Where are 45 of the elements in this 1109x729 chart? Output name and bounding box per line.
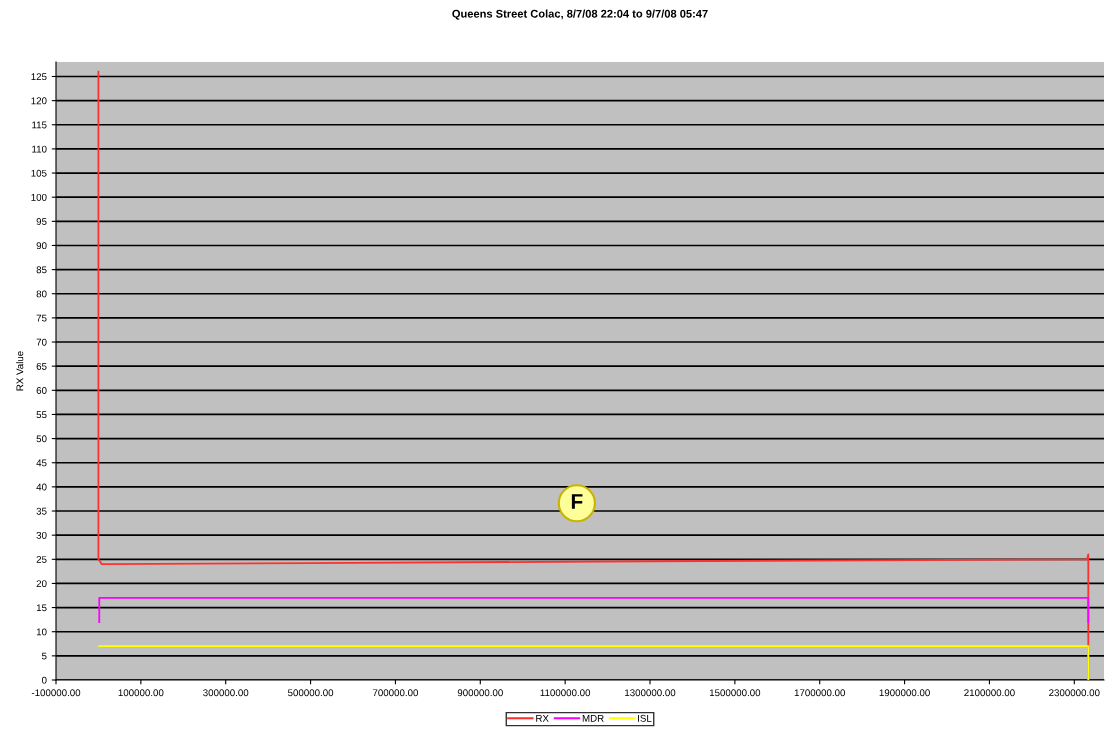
legend-label: MDR xyxy=(582,714,604,722)
y-tick-label: 115 xyxy=(32,121,47,129)
y-tick-label: 45 xyxy=(36,459,47,467)
y-tick-label: 20 xyxy=(36,580,47,588)
x-tick-label: 2300000.00 xyxy=(1049,689,1100,697)
y-tick-label: 65 xyxy=(36,362,47,370)
y-tick-label: 55 xyxy=(36,411,47,419)
y-tick-label: 100 xyxy=(31,193,47,201)
y-tick-label: 0 xyxy=(41,676,47,684)
x-tick-label: 1300000.00 xyxy=(625,689,676,697)
y-tick-label: 30 xyxy=(36,531,47,539)
y-tick-label: 125 xyxy=(31,73,47,81)
y-tick-label: 40 xyxy=(36,483,47,491)
y-tick-label: 70 xyxy=(36,338,47,346)
x-tick-label: 100000.00 xyxy=(118,689,164,697)
y-tick-label: 110 xyxy=(32,145,47,153)
x-tick-label: 1900000.00 xyxy=(879,689,930,697)
y-tick-label: 90 xyxy=(36,242,47,250)
chart-title: Queens Street Colac, 8/7/08 22:04 to 9/7/08 05:47 xyxy=(452,9,708,20)
y-tick-label: 5 xyxy=(41,652,47,660)
y-tick-label: 60 xyxy=(36,387,47,394)
x-tick-label: 500000.00 xyxy=(287,689,334,697)
y-tick-label: 105 xyxy=(31,169,47,177)
y-tick-label: 120 xyxy=(31,97,47,105)
y-tick-label: 75 xyxy=(36,314,47,322)
x-tick-label: 1100000.00 xyxy=(540,689,591,697)
x-tick-label: -100000.00 xyxy=(31,689,81,697)
x-tick-label: 700000.00 xyxy=(372,689,419,697)
x-tick-label: 2100000.00 xyxy=(964,689,1015,697)
x-tick-label: 300000.00 xyxy=(203,689,249,697)
y-tick-label: 35 xyxy=(36,507,47,515)
x-tick-label: 1500000.00 xyxy=(709,689,761,697)
annotation: F xyxy=(571,494,583,509)
x-tick-label: 1700000.00 xyxy=(794,689,846,697)
y-tick-label: 25 xyxy=(36,556,47,563)
y-tick-label: 80 xyxy=(36,290,47,298)
y-tick-label: 15 xyxy=(36,604,47,612)
x-tick-label: 900000.00 xyxy=(457,689,503,697)
y-tick-label: 85 xyxy=(36,266,47,274)
y-tick-label: 50 xyxy=(36,435,47,443)
legend-label: RX xyxy=(536,714,549,722)
legend-label: ISL xyxy=(638,714,652,722)
y-axis-title: RX Value xyxy=(16,351,24,391)
y-tick-label: 95 xyxy=(36,218,47,225)
y-tick-label: 10 xyxy=(36,628,47,636)
